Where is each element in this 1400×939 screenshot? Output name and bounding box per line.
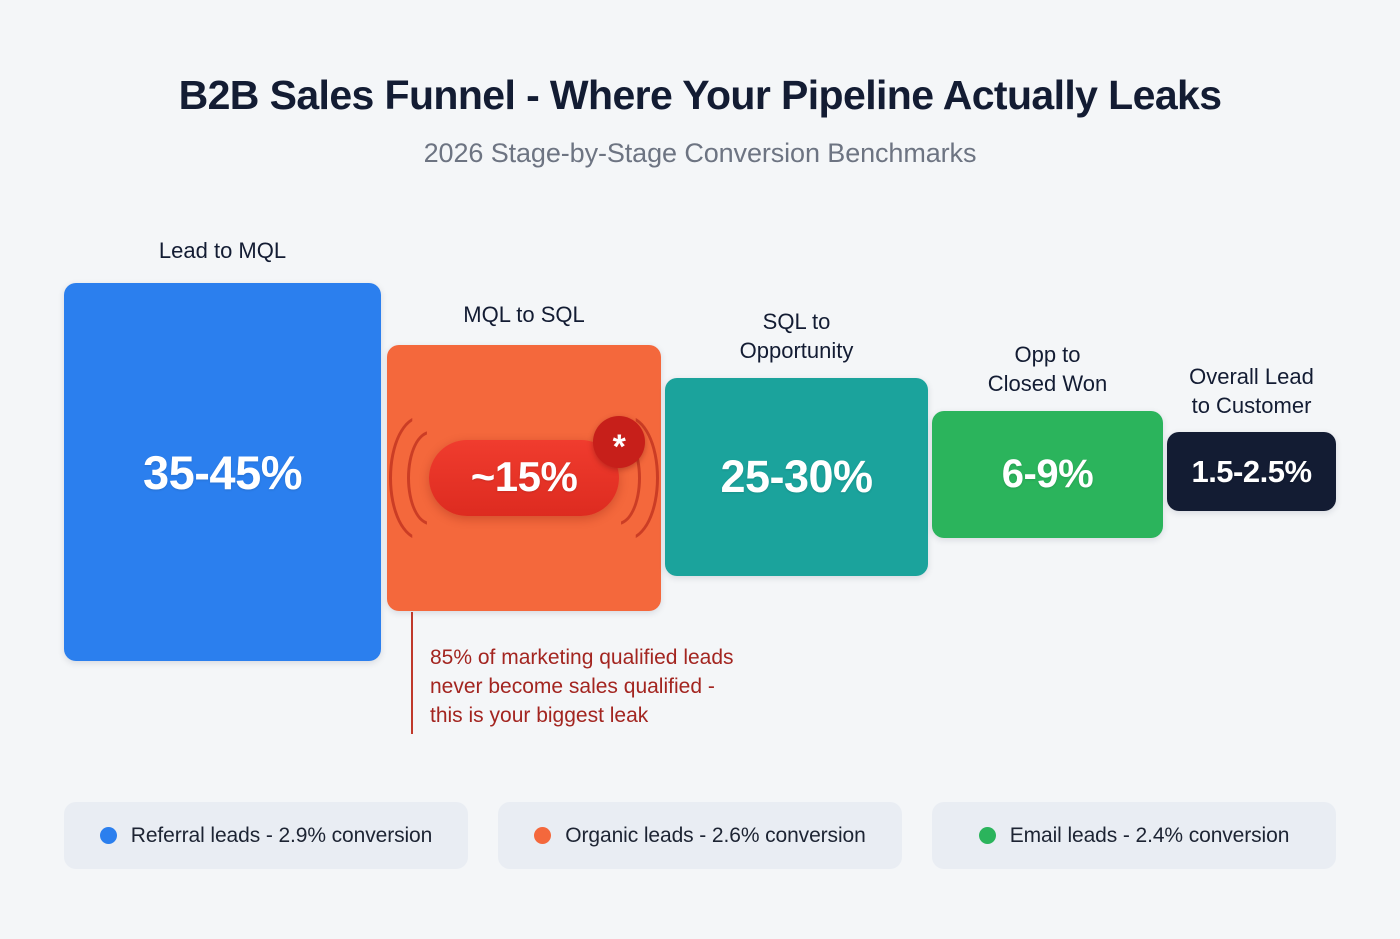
ripple-arc-outer-right-icon <box>635 416 660 540</box>
stage-label: MQL to SQL <box>463 302 585 327</box>
legend-item-email[interactable]: Email leads - 2.4% conversion <box>932 802 1336 869</box>
leak-highlight: ~15% * <box>387 345 661 611</box>
legend-item-label: Referral leads - 2.9% conversion <box>130 823 433 847</box>
stage-label: Opp to Closed Won <box>987 342 1108 397</box>
annotation-connector-line <box>411 612 413 734</box>
highlight-pill: ~15% * <box>428 416 646 516</box>
funnel-bar[interactable]: 6-9% <box>932 411 1163 538</box>
asterisk-glyph: * <box>612 428 626 466</box>
page-title: B2B Sales Funnel - Where Your Pipeline A… <box>178 72 1222 118</box>
legend-dot-icon <box>534 827 552 844</box>
legend-dot-icon <box>978 827 996 844</box>
stage-label: Overall Lead to Customer <box>1189 364 1314 419</box>
stage-value: 25-30% <box>720 451 873 502</box>
stage-label: Lead to MQL <box>158 238 287 263</box>
legend-item-organic[interactable]: Organic leads - 2.6% conversion <box>498 802 902 869</box>
ripple-arc-inner-right-icon <box>621 431 642 525</box>
legend-item-referral[interactable]: Referral leads - 2.9% conversion <box>64 802 468 869</box>
stage-value: ~15% <box>470 453 578 500</box>
legend: Referral leads - 2.9% conversion Organic… <box>64 802 1336 869</box>
asterisk-icon: * <box>593 416 646 468</box>
page-subtitle: 2026 Stage-by-Stage Conversion Benchmark… <box>423 138 977 169</box>
ripple-arc-inner-left-icon <box>406 431 427 525</box>
stage-value: 1.5-2.5% <box>1191 453 1312 489</box>
stage-value: 6-9% <box>1001 452 1094 496</box>
ripple-arc-outer-left-icon <box>388 416 413 540</box>
funnel-bar[interactable]: 35-45% <box>64 283 381 661</box>
highlight-pill-group: ~15% * <box>388 416 660 540</box>
stage-label: SQL to Opportunity <box>739 309 854 364</box>
funnel-bar[interactable]: 1.5-2.5% <box>1167 432 1336 511</box>
legend-item-label: Email leads - 2.4% conversion <box>1009 823 1290 847</box>
legend-dot-icon <box>99 827 117 844</box>
annotation-text: 85% of marketing qualified leads never b… <box>430 646 734 727</box>
legend-item-label: Organic leads - 2.6% conversion <box>565 823 866 847</box>
chart-header: B2B Sales Funnel - Where Your Pipeline A… <box>0 0 1400 169</box>
funnel-bar[interactable]: 25-30% <box>665 378 928 576</box>
funnel-bar[interactable]: ~15% * <box>387 345 661 611</box>
leak-annotation: 85% of marketing qualified leads never b… <box>411 612 734 734</box>
stage-value: 35-45% <box>143 445 303 499</box>
